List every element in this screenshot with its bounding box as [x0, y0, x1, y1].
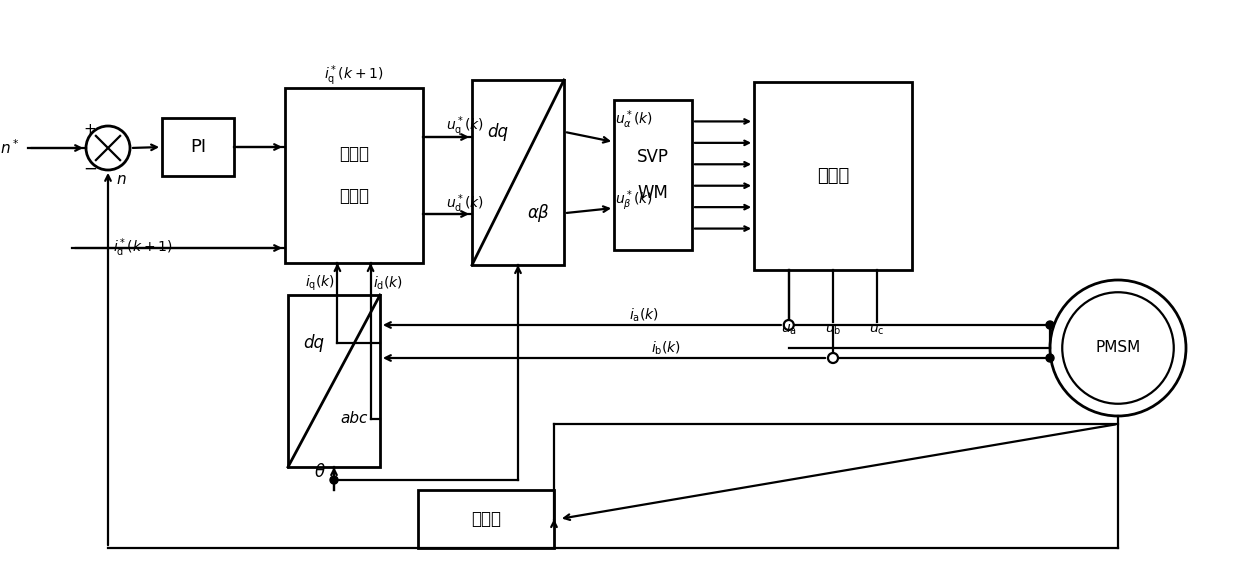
Bar	[162, 118, 234, 176]
Text: PMSM: PMSM	[1095, 340, 1141, 356]
Text: $n^*$: $n^*$	[0, 138, 20, 157]
Text: $u_{\rm c}$: $u_{\rm c}$	[869, 323, 885, 337]
Circle shape	[1047, 354, 1054, 362]
Circle shape	[86, 126, 130, 170]
Bar	[288, 295, 379, 467]
Bar	[614, 100, 692, 250]
Circle shape	[784, 320, 794, 330]
Bar	[285, 88, 423, 263]
Circle shape	[828, 353, 838, 363]
Text: 编码器: 编码器	[471, 510, 501, 528]
Text: $n$: $n$	[117, 172, 126, 187]
Text: $u_{\rm b}$: $u_{\rm b}$	[825, 323, 841, 337]
Bar	[472, 80, 564, 265]
Text: $-$: $-$	[83, 159, 97, 177]
Text: $u^*_{\rm q}(k)$: $u^*_{\rm q}(k)$	[446, 114, 484, 139]
Text: dq: dq	[304, 334, 325, 352]
Text: αβ: αβ	[527, 204, 549, 222]
Bar	[754, 82, 911, 270]
Bar	[418, 490, 554, 548]
Text: $i^*_{\rm q}(k+1)$: $i^*_{\rm q}(k+1)$	[325, 64, 383, 88]
Circle shape	[1047, 321, 1054, 329]
Text: $u^*_{\alpha}(k)$: $u^*_{\alpha}(k)$	[615, 109, 653, 131]
Text: $\theta$: $\theta$	[314, 463, 326, 481]
Text: $i_{\rm d}(k)$: $i_{\rm d}(k)$	[372, 274, 403, 291]
Circle shape	[1050, 280, 1185, 416]
Text: $u_{\rm a}$: $u_{\rm a}$	[781, 323, 797, 337]
Text: 无差拍: 无差拍	[339, 145, 370, 164]
Circle shape	[330, 476, 339, 484]
Text: $u^*_{\rm d}(k)$: $u^*_{\rm d}(k)$	[446, 193, 484, 215]
Text: +: +	[83, 123, 97, 137]
Text: abc: abc	[341, 411, 368, 426]
Text: 逆变器: 逆变器	[817, 167, 849, 185]
Circle shape	[1063, 292, 1174, 404]
Text: $i_{\rm b}(k)$: $i_{\rm b}(k)$	[651, 339, 681, 357]
Text: 控制器: 控制器	[339, 187, 370, 206]
Text: WM: WM	[637, 184, 668, 202]
Text: $i^*_{\rm d}(k+1)$: $i^*_{\rm d}(k+1)$	[113, 237, 172, 259]
Text: $i_{\rm q}(k)$: $i_{\rm q}(k)$	[305, 273, 336, 293]
Text: $i_{\rm a}(k)$: $i_{\rm a}(k)$	[629, 306, 658, 324]
Text: $u^*_{\beta}(k)$: $u^*_{\beta}(k)$	[615, 189, 653, 213]
Text: dq: dq	[487, 123, 508, 141]
Text: PI: PI	[190, 138, 206, 156]
Text: SVP: SVP	[637, 148, 670, 166]
